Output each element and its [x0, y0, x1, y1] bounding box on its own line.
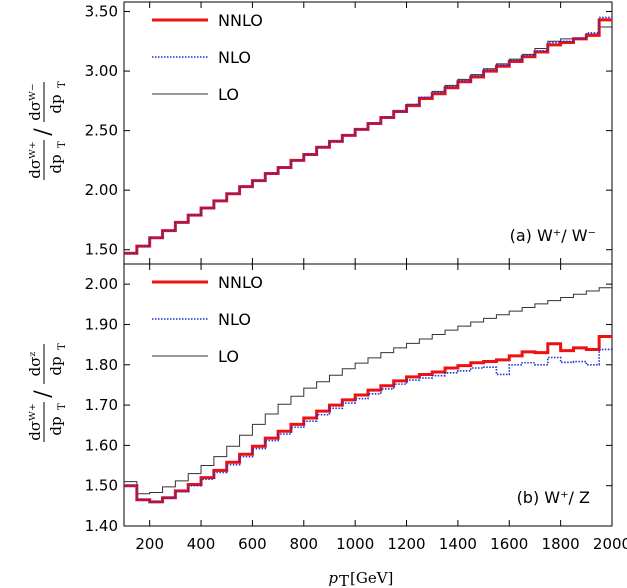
- panel-b-ylabel-slash: /: [31, 390, 56, 398]
- legend-label-nlo: NLO: [218, 310, 251, 329]
- panel-b-xtick-label: 600: [238, 535, 267, 553]
- panel-a-ytick-label: 3.50: [85, 3, 118, 21]
- panel-b-xtick-label: 2000: [593, 535, 627, 553]
- panel-b-ytick-label: 1.90: [85, 315, 118, 333]
- legend-label-lo: LO: [218, 85, 239, 104]
- panel-b-x-ticks: 200 400 600 800 1000 1200 1400 1600 1800 2000: [135, 264, 627, 553]
- panel-b-ylabel-numerator: dσᵂ⁺: [26, 403, 44, 440]
- panel-a-series-lo: [124, 26, 612, 254]
- panel-b-frame: [123, 263, 613, 527]
- panel-b-xtick-label: 800: [289, 535, 318, 553]
- legend-label-nnlo: NNLO: [218, 11, 263, 30]
- panel-a-ylabel-numsub-right: dp: [47, 94, 65, 113]
- panel-b-series-lo: [124, 287, 612, 495]
- x-axis-title-p: p: [328, 569, 338, 587]
- panel-b-ytick-label: 2.00: [85, 275, 118, 293]
- panel-a-ylabel-denominator: dσᵂ⁻: [26, 83, 44, 120]
- panel-b-ylabel-T-left: T: [57, 403, 68, 410]
- panel-b-xtick-label: 400: [187, 535, 216, 553]
- panel-b-legend: NNLO NLO LO: [152, 273, 263, 366]
- panel-b-ytick-label: 1.50: [85, 477, 118, 495]
- panel-b: 1.40 1.50 1.60 1.70 1.80 1.90 2.00 200 400 600 80…: [26, 263, 627, 553]
- panel-b-y-ticks: 1.40 1.50 1.60 1.70 1.80 1.90 2.00: [85, 275, 612, 535]
- panel-b-ytick-label: 1.60: [85, 436, 118, 454]
- legend-label-lo: LO: [218, 347, 239, 366]
- panel-a-ylabel-numsub-left: dp: [47, 154, 65, 173]
- panel-b-ytick-label: 1.70: [85, 396, 118, 414]
- panel-b-series-nlo: [124, 348, 612, 503]
- panel-a-label: (a) W⁺/ W⁻: [510, 226, 596, 245]
- panel-a: 1.50 2.00 2.50 3.00 3.50 NNLO NLO LO (a) W⁺/ W…: [26, 1, 613, 265]
- panel-a-ylabel-T-right: T: [57, 81, 68, 88]
- panel-b-label: (b) W⁺/ Z: [517, 488, 590, 507]
- panel-a-ytick-label: 1.50: [85, 241, 118, 259]
- panel-a-series-nnlo: [124, 18, 612, 255]
- panel-b-ylabel-numsub-left: dp: [47, 416, 65, 435]
- panel-b-ylabel-T-right: T: [57, 343, 68, 350]
- panel-b-xtick-label: 1200: [387, 535, 425, 553]
- panel-b-xtick-label: 1400: [439, 535, 477, 553]
- panel-b-xtick-label: 1800: [542, 535, 580, 553]
- panel-b-xtick-label: 200: [135, 535, 164, 553]
- legend-label-nlo: NLO: [218, 48, 251, 67]
- x-axis-title: p T [GeV]: [328, 569, 393, 588]
- panel-a-ytick-label: 2.50: [85, 122, 118, 140]
- panel-b-series-nnlo: [124, 335, 612, 504]
- panel-b-xtick-label: 1000: [336, 535, 374, 553]
- panel-a-ylabel-numerator: dσᵂ⁺: [26, 141, 44, 178]
- panel-b-series: [124, 287, 612, 504]
- panel-b-ytick-label: 1.40: [85, 517, 118, 535]
- panel-a-ylabel-slash: /: [31, 128, 56, 136]
- legend-label-nnlo: NNLO: [218, 273, 263, 292]
- panel-b-ylabel-numsub-right: dp: [47, 356, 65, 375]
- x-axis-title-unit: [GeV]: [350, 569, 393, 587]
- panel-a-ytick-label: 3.00: [85, 62, 118, 80]
- panel-b-ylabel-denominator: dσᶻ: [26, 352, 44, 377]
- panel-a-ylabel: dσᵂ⁺ dp T / dσᵂ⁻ dp T: [26, 81, 68, 180]
- panel-a-legend: NNLO NLO LO: [152, 11, 263, 104]
- panel-b-ylabel: dσᵂ⁺ dp T / dσᶻ dp T: [26, 343, 68, 442]
- panel-a-ytick-label: 2.00: [85, 181, 118, 199]
- x-axis-title-sub: T: [339, 572, 349, 588]
- panel-b-xtick-label: 1600: [490, 535, 528, 553]
- panel-a-ylabel-T-left: T: [57, 141, 68, 148]
- panel-a-frame: [123, 1, 613, 265]
- panel-b-ytick-label: 1.80: [85, 356, 118, 374]
- panel-a-y-ticks: 1.50 2.00 2.50 3.00 3.50: [85, 2, 612, 264]
- panel-a-series: [124, 16, 612, 255]
